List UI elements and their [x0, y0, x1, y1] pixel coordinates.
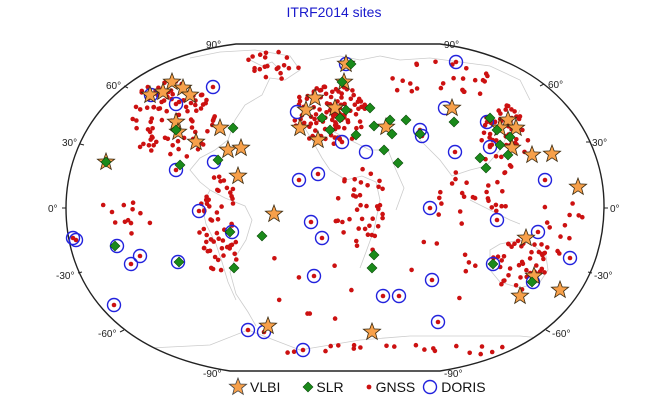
svg-text:-60°: -60°	[98, 329, 116, 340]
legend-item-slr: SLR	[302, 379, 344, 395]
dot-icon	[366, 384, 371, 390]
vlbi-sites	[96, 53, 588, 341]
legend-item-gnss: GNSS	[364, 379, 415, 395]
legend-item-doris: DORIS	[421, 378, 486, 396]
map-frame	[65, 43, 605, 372]
svg-text:60°: 60°	[548, 80, 563, 91]
svg-text:0°: 0°	[48, 204, 58, 215]
svg-text:-30°: -30°	[594, 271, 612, 282]
svg-text:-90°: -90°	[203, 369, 221, 380]
tick-marks	[62, 83, 608, 333]
svg-text:-60°: -60°	[552, 329, 570, 340]
svg-text:-30°: -30°	[56, 271, 74, 282]
svg-text:30°: 30°	[62, 138, 77, 149]
svg-text:30°: 30°	[592, 138, 607, 149]
diamond-icon	[302, 381, 314, 393]
svg-text:-90°: -90°	[444, 369, 462, 380]
svg-text:60°: 60°	[106, 81, 121, 92]
svg-text:90°: 90°	[206, 40, 221, 51]
slr-sites	[100, 58, 538, 288]
star-icon	[228, 377, 248, 396]
map-title: ITRF2014 sites	[286, 4, 382, 20]
circle-icon	[423, 379, 438, 395]
svg-text:90°: 90°	[444, 40, 459, 51]
legend: VLBI SLR GNSS DORIS	[228, 377, 498, 397]
legend-item-vlbi: VLBI	[228, 377, 280, 397]
axis-tick-labels: 90° 90° 60° 30° 0° -30° -60° 60° 30° 0° …	[48, 40, 620, 380]
svg-text:0°: 0°	[610, 204, 620, 215]
